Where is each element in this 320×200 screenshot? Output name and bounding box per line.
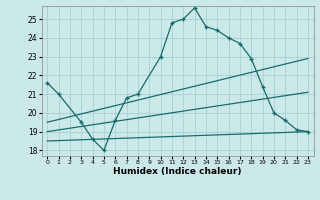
X-axis label: Humidex (Indice chaleur): Humidex (Indice chaleur) bbox=[113, 167, 242, 176]
